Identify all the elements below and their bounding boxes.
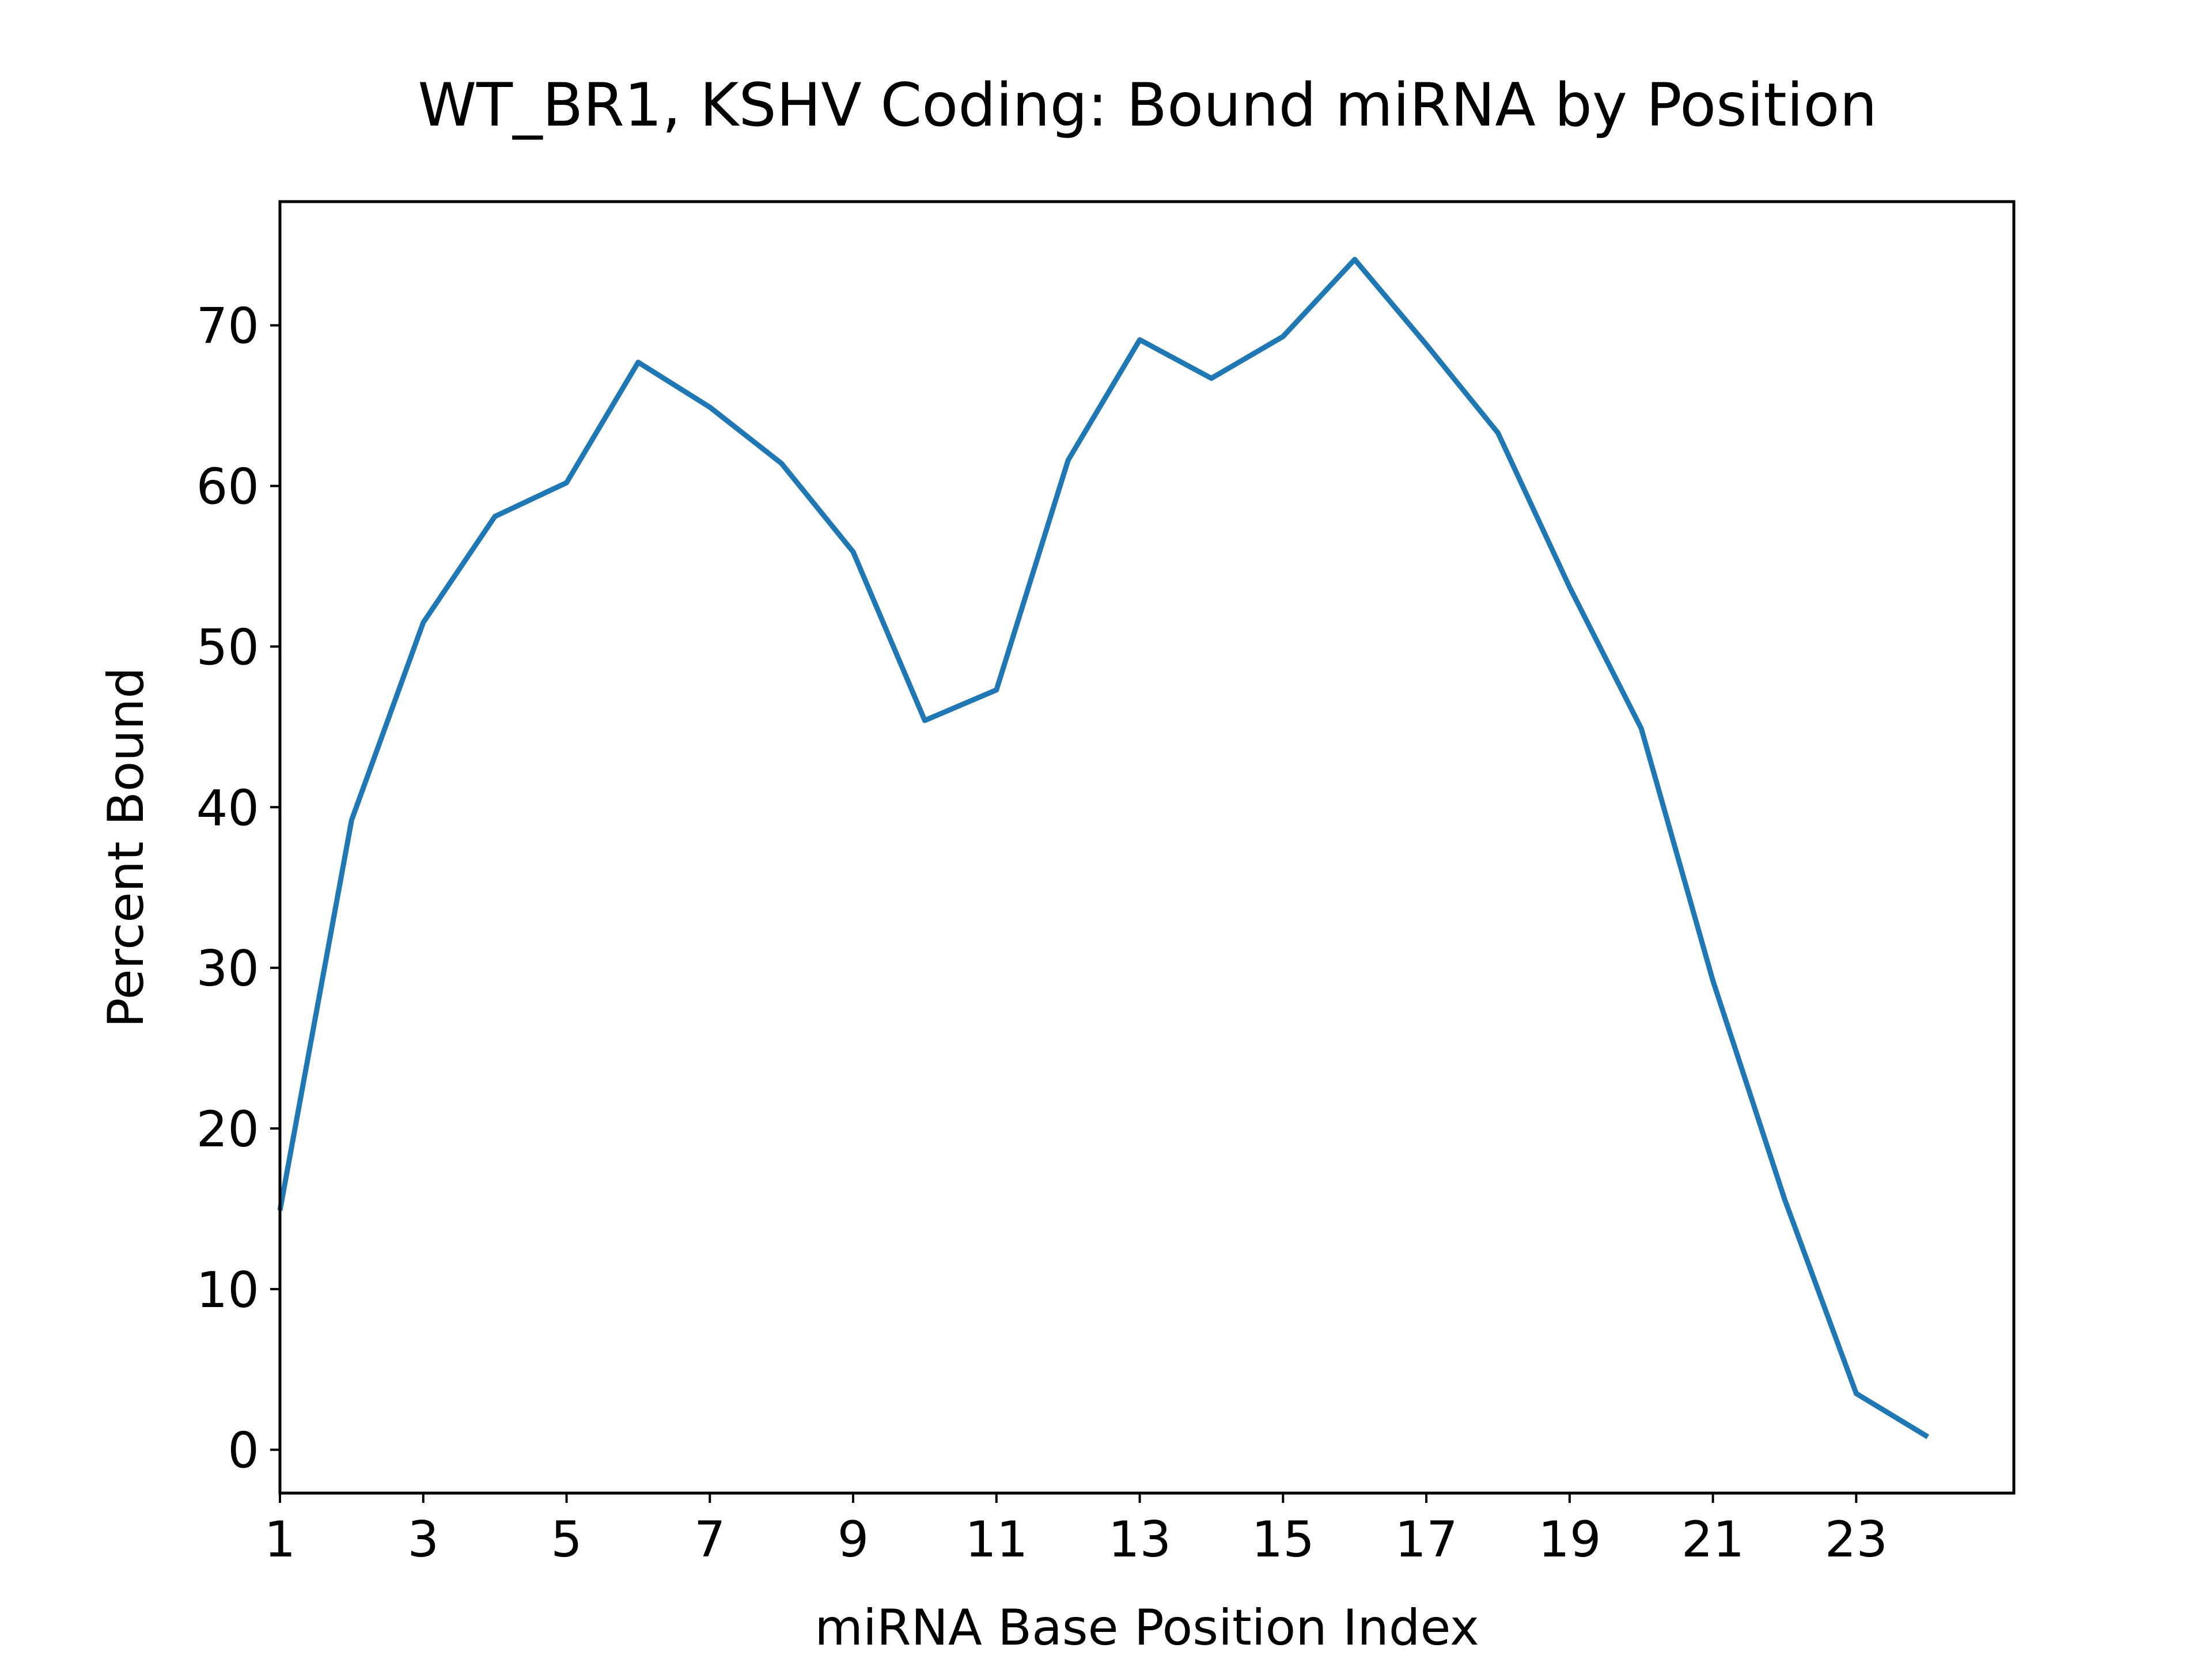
x-tick-label: 3 (407, 1511, 439, 1569)
series-line (277, 256, 1930, 1440)
x-tick-label: 15 (1252, 1511, 1315, 1569)
chart-title: WT_BR1, KSHV Coding: Bound miRNA by Posi… (418, 71, 1877, 140)
y-tick-label: 60 (196, 459, 259, 516)
plot-frame (278, 200, 2016, 1495)
x-tick-label: 23 (1825, 1511, 1888, 1569)
y-tick-label: 10 (196, 1262, 259, 1319)
x-tick-label: 5 (551, 1511, 582, 1569)
y-tick-label: 70 (196, 298, 259, 355)
x-tick-label: 17 (1395, 1511, 1457, 1569)
x-tick-label: 9 (838, 1511, 869, 1569)
x-tick-label: 19 (1538, 1511, 1601, 1569)
y-axis-title: Percent Bound (97, 667, 155, 1028)
y-axis: 0 10 20 30 40 50 60 70 (196, 298, 280, 1480)
x-axis: 1 3 5 7 9 11 13 15 17 19 21 23 (264, 1493, 1888, 1569)
y-tick-label: 30 (196, 940, 259, 998)
x-tick-label: 11 (965, 1511, 1028, 1569)
x-tick-label: 21 (1681, 1511, 1744, 1569)
x-tick-label: 13 (1108, 1511, 1171, 1569)
x-tick-label: 7 (694, 1511, 726, 1569)
x-axis-title: miRNA Base Position Index (815, 1599, 1479, 1657)
x-tick-label: 1 (264, 1511, 296, 1569)
y-tick-label: 0 (228, 1422, 259, 1480)
y-tick-label: 20 (196, 1101, 259, 1158)
y-tick-label: 40 (196, 779, 259, 837)
y-tick-label: 50 (196, 619, 259, 676)
plot-area (277, 256, 1930, 1440)
